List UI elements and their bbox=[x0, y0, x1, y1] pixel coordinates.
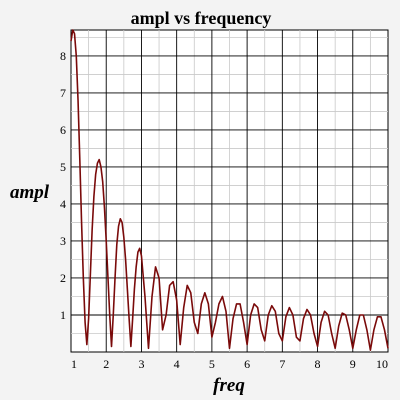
y-tick-label: 3 bbox=[60, 234, 66, 248]
x-tick-label: 8 bbox=[315, 357, 321, 371]
x-tick-label: 4 bbox=[174, 357, 180, 371]
chart-title: ampl vs frequency bbox=[131, 8, 272, 28]
y-tick-labels: 1 2 3 4 5 6 7 8 bbox=[60, 49, 66, 322]
x-tick-label: 6 bbox=[244, 357, 250, 371]
y-tick-label: 7 bbox=[60, 86, 66, 100]
y-tick-label: 2 bbox=[60, 271, 66, 285]
x-tick-label: 1 bbox=[71, 357, 77, 371]
x-tick-label: 10 bbox=[376, 357, 388, 371]
major-gridlines bbox=[71, 30, 388, 352]
x-tick-label: 3 bbox=[138, 357, 144, 371]
y-tick-label: 8 bbox=[60, 49, 66, 63]
x-tick-label: 7 bbox=[279, 357, 285, 371]
y-tick-label: 5 bbox=[60, 160, 66, 174]
x-tick-label: 9 bbox=[350, 357, 356, 371]
y-tick-label: 4 bbox=[60, 197, 66, 211]
y-tick-label: 6 bbox=[60, 123, 66, 137]
y-axis-label: ampl bbox=[10, 182, 50, 203]
x-tick-label: 5 bbox=[209, 357, 215, 371]
y-tick-label: 1 bbox=[60, 308, 66, 322]
x-tick-label: 2 bbox=[103, 357, 109, 371]
minor-gridlines bbox=[71, 30, 388, 352]
x-axis-label: freq bbox=[213, 375, 245, 396]
x-tick-labels: 1 2 3 4 5 6 7 8 9 10 bbox=[71, 357, 388, 371]
series-line bbox=[70, 29, 389, 351]
